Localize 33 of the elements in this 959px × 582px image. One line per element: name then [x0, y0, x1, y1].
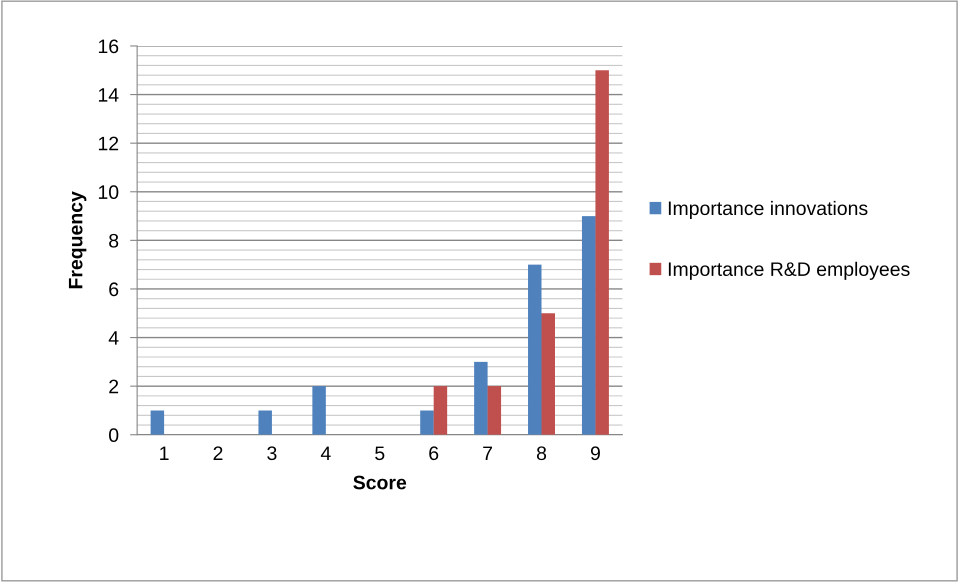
legend-label: Importance R&D employees	[668, 262, 910, 280]
x-tick-label: 8	[536, 446, 546, 460]
y-axis-title: Frequency	[68, 191, 86, 288]
x-tick-label: 4	[320, 446, 331, 460]
legend-label: Importance innovations	[668, 200, 868, 219]
bar	[312, 386, 326, 435]
y-tick-label: 12	[98, 136, 118, 150]
bar	[150, 410, 164, 435]
bar	[434, 386, 448, 435]
y-tick-label: 10	[98, 185, 118, 200]
bar	[488, 386, 502, 435]
bar	[420, 410, 434, 435]
x-tick-label: 7	[483, 446, 492, 460]
y-tick-label: 14	[98, 88, 119, 102]
x-tick-label: 3	[267, 446, 276, 460]
y-tick-label: 2	[109, 380, 118, 394]
bar	[258, 410, 272, 435]
x-tick-label: 2	[214, 446, 222, 460]
bar	[474, 362, 488, 435]
x-tick-label: 5	[375, 446, 384, 460]
bar	[542, 313, 555, 435]
y-tick-label: 0	[109, 428, 118, 442]
x-axis-title: Score	[353, 476, 406, 490]
bar	[528, 264, 542, 435]
y-tick-label: 8	[109, 234, 118, 248]
x-tick-label: 1	[160, 446, 169, 460]
x-tick-label: 9	[590, 446, 600, 460]
bar	[582, 216, 596, 435]
y-tick-label: 4	[108, 331, 119, 345]
y-tick-label: 16	[98, 39, 118, 54]
x-tick-label: 6	[429, 446, 438, 460]
y-tick-label: 6	[109, 282, 118, 296]
bar	[595, 70, 609, 435]
